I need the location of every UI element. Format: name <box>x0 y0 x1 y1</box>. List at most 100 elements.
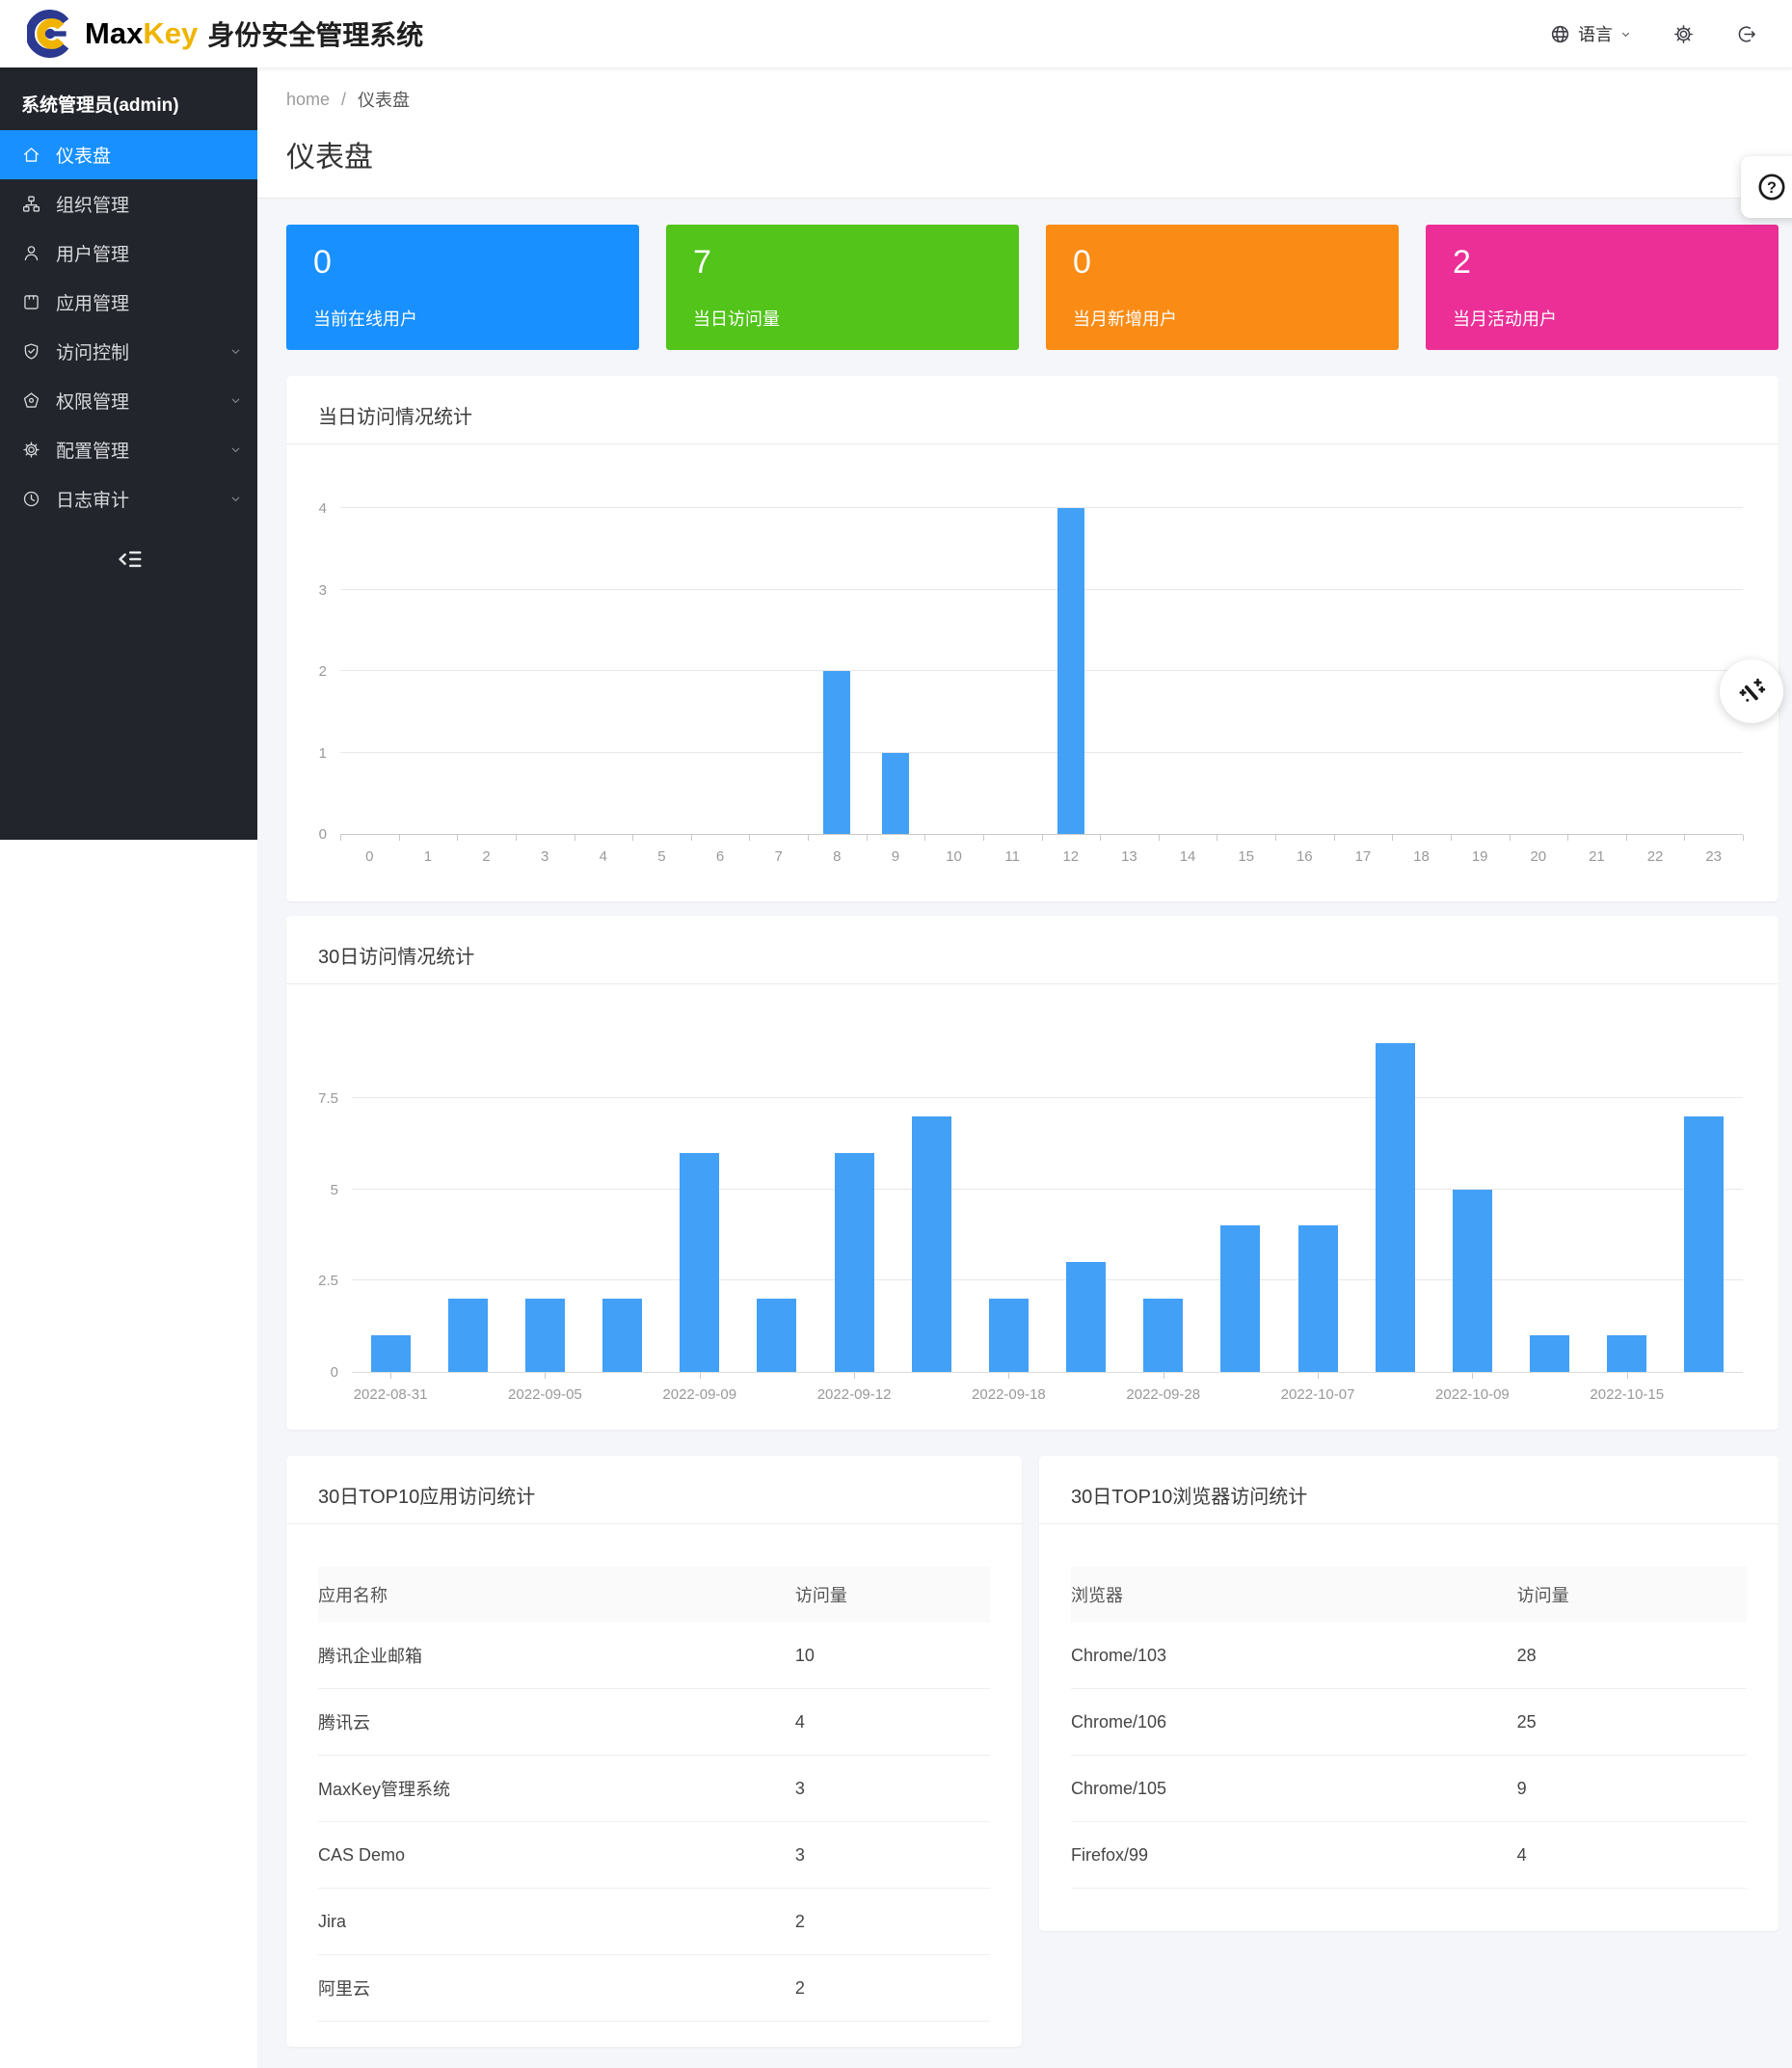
theme-magic-button[interactable] <box>1720 659 1783 723</box>
bar- <box>1066 1262 1107 1372</box>
y-axis-tick-label: 1 <box>318 744 327 762</box>
stat-card-1: 7 当日访问量 <box>666 225 1019 350</box>
table-cell: 2 <box>794 1911 805 1931</box>
x-axis-tick-label: 9 <box>891 848 900 865</box>
monthly-visits-title: 30日访问情况统计 <box>318 947 475 968</box>
stat-label: 当前在线用户 <box>313 309 417 329</box>
table-header-row: 应用名称 访问量 <box>318 1567 990 1623</box>
table-cell: 腾讯云 <box>318 1713 370 1732</box>
x-axis-tick-label: 11 <box>1004 848 1020 865</box>
x-axis-tick-label: 18 <box>1413 848 1430 865</box>
axis-tick <box>749 835 751 841</box>
bar- <box>1375 1042 1415 1372</box>
sidebar-item-2[interactable]: 用户管理 <box>0 228 257 278</box>
x-axis-tick-label: 2022-09-28 <box>1126 1386 1201 1403</box>
axis-tick <box>1509 835 1511 841</box>
chevron-down-icon <box>231 349 240 354</box>
axis-tick <box>1275 835 1276 841</box>
table-cell: 3 <box>794 1778 805 1798</box>
x-axis-tick-label: 17 <box>1354 848 1372 865</box>
bar-2022-10-09 <box>1452 1189 1492 1372</box>
table-cell: 9 <box>1516 1778 1527 1798</box>
card-divider <box>1039 1523 1779 1524</box>
table-header-cell: 应用名称 <box>318 1586 388 1605</box>
breadcrumb-home[interactable]: home <box>286 89 331 109</box>
sidebar-item-0[interactable]: 仪表盘 <box>0 130 257 179</box>
x-axis-tick-label: 2022-09-12 <box>816 1386 892 1403</box>
bar-2022-09-09 <box>680 1152 720 1372</box>
y-axis-tick-label: 3 <box>318 581 327 599</box>
stat-value: 2 <box>1453 244 1471 281</box>
y-axis-tick-label: 2.5 <box>318 1273 338 1290</box>
breadcrumb-separator: / <box>341 89 347 109</box>
sidebar-item-4[interactable]: 访问控制 <box>0 327 257 376</box>
stat-value: 0 <box>1073 244 1091 281</box>
home-icon <box>23 148 40 162</box>
x-axis-tick-label: 14 <box>1179 848 1196 865</box>
menu-fold-icon[interactable] <box>115 545 144 574</box>
table-cell: 3 <box>794 1844 805 1865</box>
bar-2022-09-05 <box>524 1299 565 1372</box>
x-axis-tick-label: 4 <box>599 848 607 865</box>
monthly-visits-chart: 0 2.5 5 7.5 2022-08-31 2022-09-05 2022-09-09 20… <box>318 1025 1743 1403</box>
help-button[interactable]: ? <box>1741 156 1792 218</box>
axis-tick <box>854 1373 856 1379</box>
card-divider <box>286 443 1779 444</box>
axis-tick <box>690 835 692 841</box>
sidebar-item-label: 仪表盘 <box>56 147 112 167</box>
x-axis-tick-label: 19 <box>1471 848 1488 865</box>
bar-2022-10-07 <box>1297 1225 1338 1372</box>
grid-line <box>340 507 1743 508</box>
bar- <box>1684 1115 1725 1372</box>
grid-line <box>352 1188 1743 1190</box>
top-apps-card: 30日TOP10应用访问统计 应用名称 访问量 腾讯企业邮箱 10 腾讯云 4 MaxKey… <box>286 1456 1022 2047</box>
sidebar-item-1[interactable]: 组织管理 <box>0 179 257 228</box>
table-cell: 腾讯企业邮箱 <box>318 1647 422 1666</box>
table-row: 阿里云 2 <box>318 1955 990 2022</box>
table-cell: CAS Demo <box>318 1844 406 1865</box>
sidebar-item-6[interactable]: 配置管理 <box>0 425 257 474</box>
logout-icon[interactable] <box>1735 23 1757 45</box>
stat-value: 0 <box>313 244 332 281</box>
page-title: 仪表盘 <box>286 142 373 174</box>
language-menu[interactable]: 语言 <box>1549 21 1632 46</box>
axis-tick <box>1625 835 1627 841</box>
hourly-visits-title: 当日访问情况统计 <box>318 407 472 428</box>
app-title: 身份安全管理系统 <box>207 20 424 50</box>
bar-2022-09-12 <box>834 1152 874 1372</box>
sidebar-item-5[interactable]: 权限管理 <box>0 376 257 425</box>
gear-icon <box>23 442 40 458</box>
stat-label: 当月活动用户 <box>1453 309 1557 329</box>
sidebar-item-label: 日志审计 <box>56 491 130 511</box>
settings-gear-icon[interactable] <box>1672 23 1695 45</box>
bar-12 <box>1056 508 1084 834</box>
axis-tick <box>808 835 809 841</box>
axis-tick <box>1100 835 1102 841</box>
card-divider <box>286 1523 1022 1524</box>
table-cell: 2 <box>794 1977 805 1998</box>
sidebar-item-label: 组织管理 <box>56 196 130 216</box>
question-circle-icon: ? <box>1758 174 1785 201</box>
axis-tick <box>515 835 517 841</box>
stat-label: 当日访问量 <box>693 309 780 329</box>
x-axis-tick-label: 12 <box>1062 848 1080 865</box>
bar- <box>1530 1335 1570 1372</box>
app-icon <box>24 295 39 309</box>
table-row: Jira 2 <box>318 1889 990 1955</box>
table-row: 腾讯云 4 <box>318 1689 990 1756</box>
sidebar-item-3[interactable]: 应用管理 <box>0 278 257 327</box>
axis-tick <box>457 835 459 841</box>
table-cell: Chrome/105 <box>1071 1778 1167 1798</box>
hourly-visits-chart: 0 1 2 3 4 0 1 2 3 4 5 6 7 8 9 10 11 12 13 14 15 16 17 18 19 20 21 2… <box>319 500 1744 865</box>
top-apps-title: 30日TOP10应用访问统计 <box>318 1487 536 1508</box>
language-label: 语言 <box>1578 25 1613 44</box>
table-cell: 10 <box>794 1645 815 1665</box>
sidebar-item-7[interactable]: 日志审计 <box>0 474 257 524</box>
chevron-down-icon <box>1621 32 1630 37</box>
x-axis-tick-label: 2022-10-15 <box>1590 1386 1665 1403</box>
stat-card-3: 2 当月活动用户 <box>1426 225 1779 350</box>
axis-tick <box>398 835 400 841</box>
grid-line <box>340 751 1743 753</box>
table-row: Chrome/103 28 <box>1071 1623 1747 1689</box>
x-axis-tick-label: 0 <box>365 848 374 865</box>
